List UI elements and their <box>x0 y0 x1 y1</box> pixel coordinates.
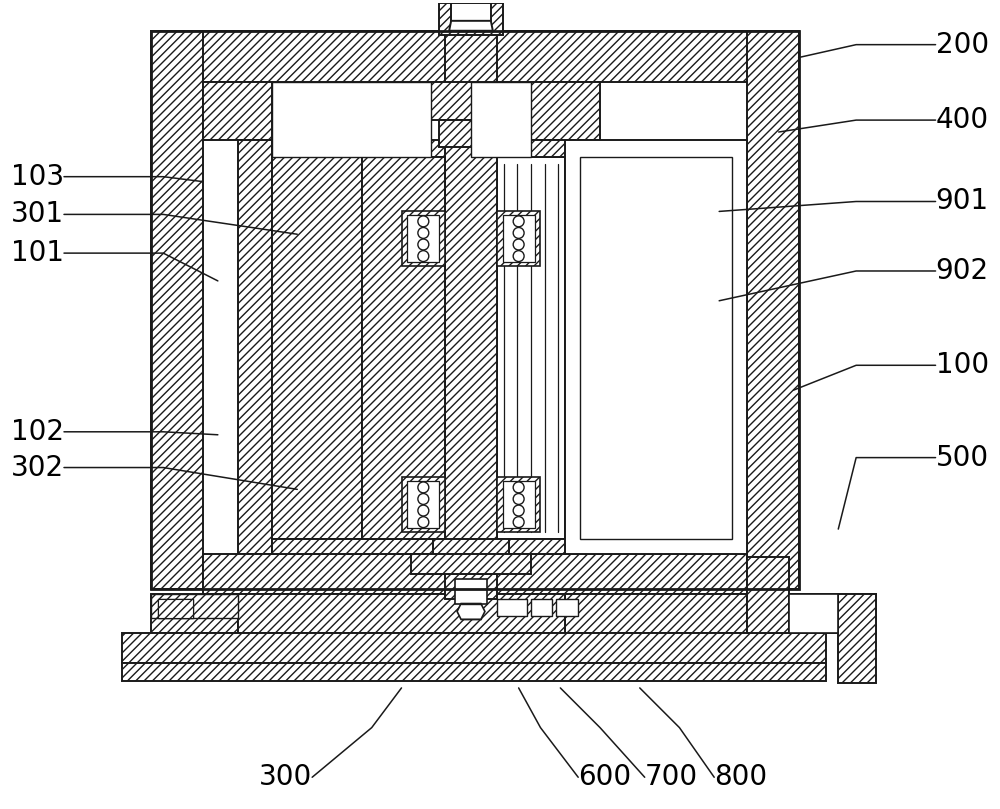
Polygon shape <box>272 157 362 539</box>
Polygon shape <box>122 663 826 681</box>
Circle shape <box>418 216 429 227</box>
Polygon shape <box>203 554 747 594</box>
Polygon shape <box>789 594 876 633</box>
Polygon shape <box>445 3 497 599</box>
Text: 600: 600 <box>578 763 631 791</box>
Polygon shape <box>272 140 600 157</box>
Polygon shape <box>439 3 503 35</box>
Circle shape <box>418 482 429 493</box>
Polygon shape <box>238 594 565 633</box>
Polygon shape <box>407 215 439 262</box>
Polygon shape <box>497 157 565 539</box>
Polygon shape <box>503 481 535 528</box>
Polygon shape <box>455 578 487 604</box>
Polygon shape <box>407 481 439 528</box>
Text: 200: 200 <box>936 31 989 58</box>
Polygon shape <box>531 83 600 140</box>
Circle shape <box>513 505 524 516</box>
Text: 100: 100 <box>936 351 989 379</box>
Text: 103: 103 <box>11 163 64 191</box>
Polygon shape <box>151 594 238 618</box>
Text: 700: 700 <box>645 763 698 791</box>
Polygon shape <box>203 83 272 140</box>
Text: 901: 901 <box>936 188 989 215</box>
Text: 302: 302 <box>11 454 64 481</box>
Polygon shape <box>122 633 826 663</box>
Polygon shape <box>151 31 799 83</box>
Text: 800: 800 <box>714 763 767 791</box>
Text: 300: 300 <box>259 763 312 791</box>
Polygon shape <box>531 599 552 616</box>
Text: 301: 301 <box>11 201 64 228</box>
Bar <box>151 31 799 589</box>
Polygon shape <box>838 594 876 683</box>
Polygon shape <box>433 539 509 574</box>
Circle shape <box>418 227 429 239</box>
Circle shape <box>513 251 524 261</box>
Polygon shape <box>565 157 600 539</box>
Text: 101: 101 <box>11 239 64 267</box>
Polygon shape <box>451 3 491 21</box>
Polygon shape <box>238 140 272 554</box>
Text: 902: 902 <box>936 257 989 285</box>
Polygon shape <box>497 477 540 532</box>
Polygon shape <box>789 594 838 633</box>
Polygon shape <box>580 157 732 539</box>
Circle shape <box>513 239 524 250</box>
Polygon shape <box>747 557 789 633</box>
Polygon shape <box>411 554 531 574</box>
Text: 500: 500 <box>936 443 989 472</box>
Circle shape <box>513 216 524 227</box>
Polygon shape <box>151 31 203 589</box>
Text: 400: 400 <box>936 106 989 134</box>
Polygon shape <box>151 594 238 633</box>
Polygon shape <box>158 599 193 618</box>
Circle shape <box>418 493 429 505</box>
Polygon shape <box>272 157 362 266</box>
Polygon shape <box>556 599 578 616</box>
Circle shape <box>513 482 524 493</box>
Circle shape <box>513 493 524 505</box>
Circle shape <box>418 251 429 261</box>
Circle shape <box>513 517 524 527</box>
Polygon shape <box>565 594 747 633</box>
Polygon shape <box>362 157 445 539</box>
Text: 102: 102 <box>11 417 64 446</box>
Circle shape <box>418 239 429 250</box>
Polygon shape <box>457 604 485 620</box>
Polygon shape <box>531 140 565 554</box>
Circle shape <box>513 227 524 239</box>
Polygon shape <box>402 211 445 266</box>
Polygon shape <box>431 83 511 120</box>
Polygon shape <box>402 477 445 532</box>
Polygon shape <box>449 21 493 31</box>
Polygon shape <box>158 599 193 618</box>
Polygon shape <box>497 599 527 616</box>
Polygon shape <box>439 120 503 147</box>
Polygon shape <box>747 31 799 589</box>
Polygon shape <box>272 83 431 157</box>
Polygon shape <box>497 211 540 266</box>
Polygon shape <box>471 83 531 157</box>
Polygon shape <box>272 539 600 554</box>
Circle shape <box>418 517 429 527</box>
Circle shape <box>418 505 429 516</box>
Polygon shape <box>272 266 362 539</box>
Polygon shape <box>503 215 535 262</box>
Polygon shape <box>565 140 747 554</box>
